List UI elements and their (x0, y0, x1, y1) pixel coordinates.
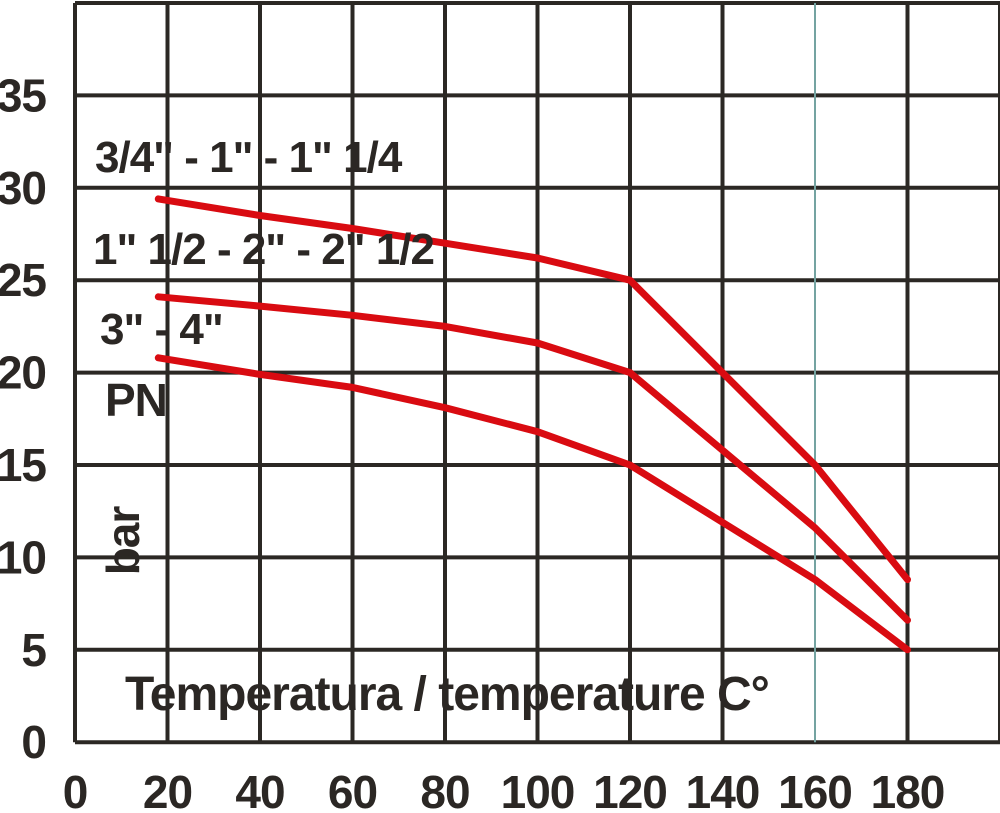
x-tick-label-180: 180 (871, 766, 945, 813)
y-tick-label-25: 25 (0, 254, 46, 306)
x-tick-label-0: 0 (63, 766, 88, 813)
x-tick-label-100: 100 (501, 766, 575, 813)
x-tick-label-80: 80 (420, 766, 469, 813)
x-tick-label-20: 20 (143, 766, 192, 813)
series-label-medium-sizes: 1" 1/2 - 2" - 2" 1/2 (93, 225, 435, 274)
y-tick-label-15: 15 (0, 439, 46, 491)
x-tick-label-120: 120 (593, 766, 667, 813)
rating-curve-0 (154, 195, 911, 584)
y-axis-label-pn: PN (105, 374, 168, 426)
x-tick-label-60: 60 (328, 766, 377, 813)
series-label-small-sizes: 3/4" - 1" - 1" 1/4 (95, 133, 402, 182)
x-axis-title: Temperatura / temperature C° (125, 668, 770, 721)
x-tick-label-160: 160 (778, 766, 852, 813)
y-tick-label-5: 5 (21, 624, 46, 676)
y-tick-label-30: 30 (0, 162, 46, 214)
rating-curve-2 (154, 354, 911, 654)
x-tick-label-140: 140 (686, 766, 760, 813)
y-tick-label-0: 0 (21, 716, 46, 768)
y-tick-label-35: 35 (0, 69, 46, 121)
y-axis-unit-bar: bar (97, 506, 149, 576)
y-tick-label-10: 10 (0, 531, 46, 583)
y-tick-label-20: 20 (0, 347, 46, 399)
x-tick-label-40: 40 (235, 766, 284, 813)
series-label-large-sizes: 3" - 4" (100, 305, 224, 354)
rating-curve-1 (154, 293, 911, 624)
